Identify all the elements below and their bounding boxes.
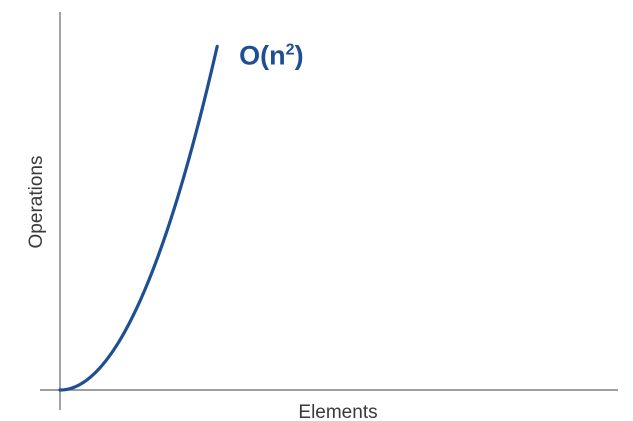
series-label-o-n-squared: O(n2) xyxy=(239,40,303,70)
x-axis-label: Elements xyxy=(298,402,377,421)
series-label-base: O(n xyxy=(239,40,286,70)
series-label-exponent: 2 xyxy=(286,41,295,58)
series-label-close: ) xyxy=(295,40,304,70)
axes xyxy=(40,12,618,410)
series-line-0 xyxy=(58,44,219,392)
y-axis-label: Operations xyxy=(26,156,47,249)
series-layer xyxy=(58,44,219,392)
